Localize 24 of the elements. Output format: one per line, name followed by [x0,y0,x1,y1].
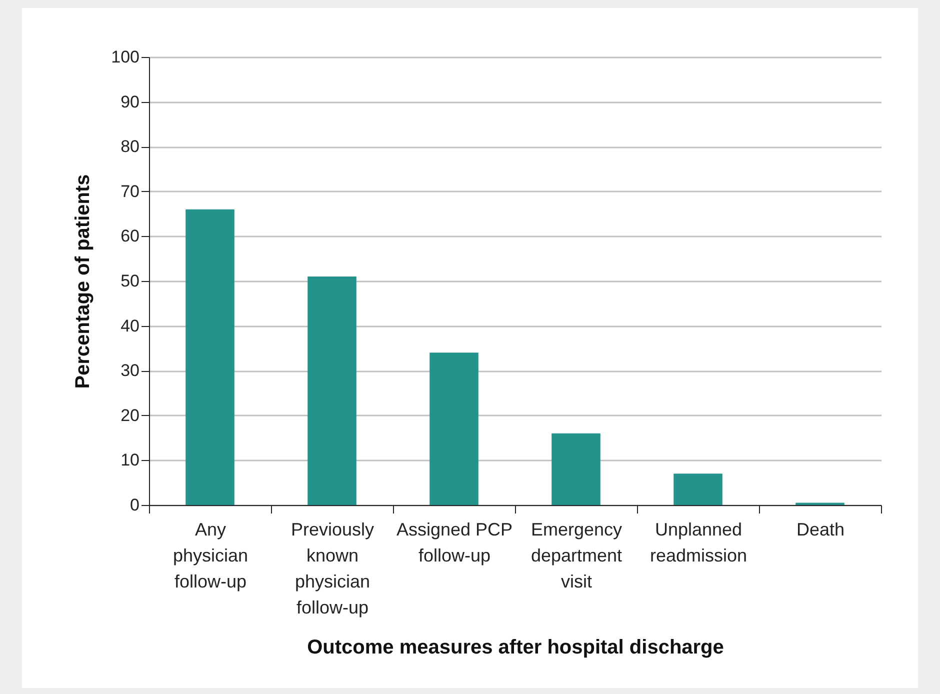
bar [430,352,478,505]
y-tick-label: 30 [120,361,140,380]
bar [186,209,234,505]
y-tick-label: 90 [120,92,140,112]
bar [674,474,722,505]
x-tick-label: Death [796,520,845,540]
x-tick-label: Emergency department visit [530,520,622,592]
y-tick-label: 80 [120,137,140,156]
x-tick-label: Assigned PCP follow-up [396,520,513,566]
y-tick-label: 0 [130,496,140,514]
bar [308,276,356,505]
y-tick-label: 70 [120,182,140,201]
y-tick-label: 40 [120,316,140,336]
y-axis-title: Percentage of patients [72,174,94,389]
y-tick-label: 20 [120,406,140,425]
y-tick-label: 10 [120,450,140,470]
y-tick-label: 100 [111,48,140,66]
x-tick-label: Unplanned readmission [650,520,748,566]
x-tick-label: Previously known physician follow-up [290,520,374,618]
x-axis-title: Outcome measures after hospital discharge [307,636,724,658]
y-tick-label: 60 [120,226,140,246]
x-tick-label: Any physician follow-up [172,520,248,592]
y-tick-label: 50 [120,272,140,290]
bar [552,433,600,505]
